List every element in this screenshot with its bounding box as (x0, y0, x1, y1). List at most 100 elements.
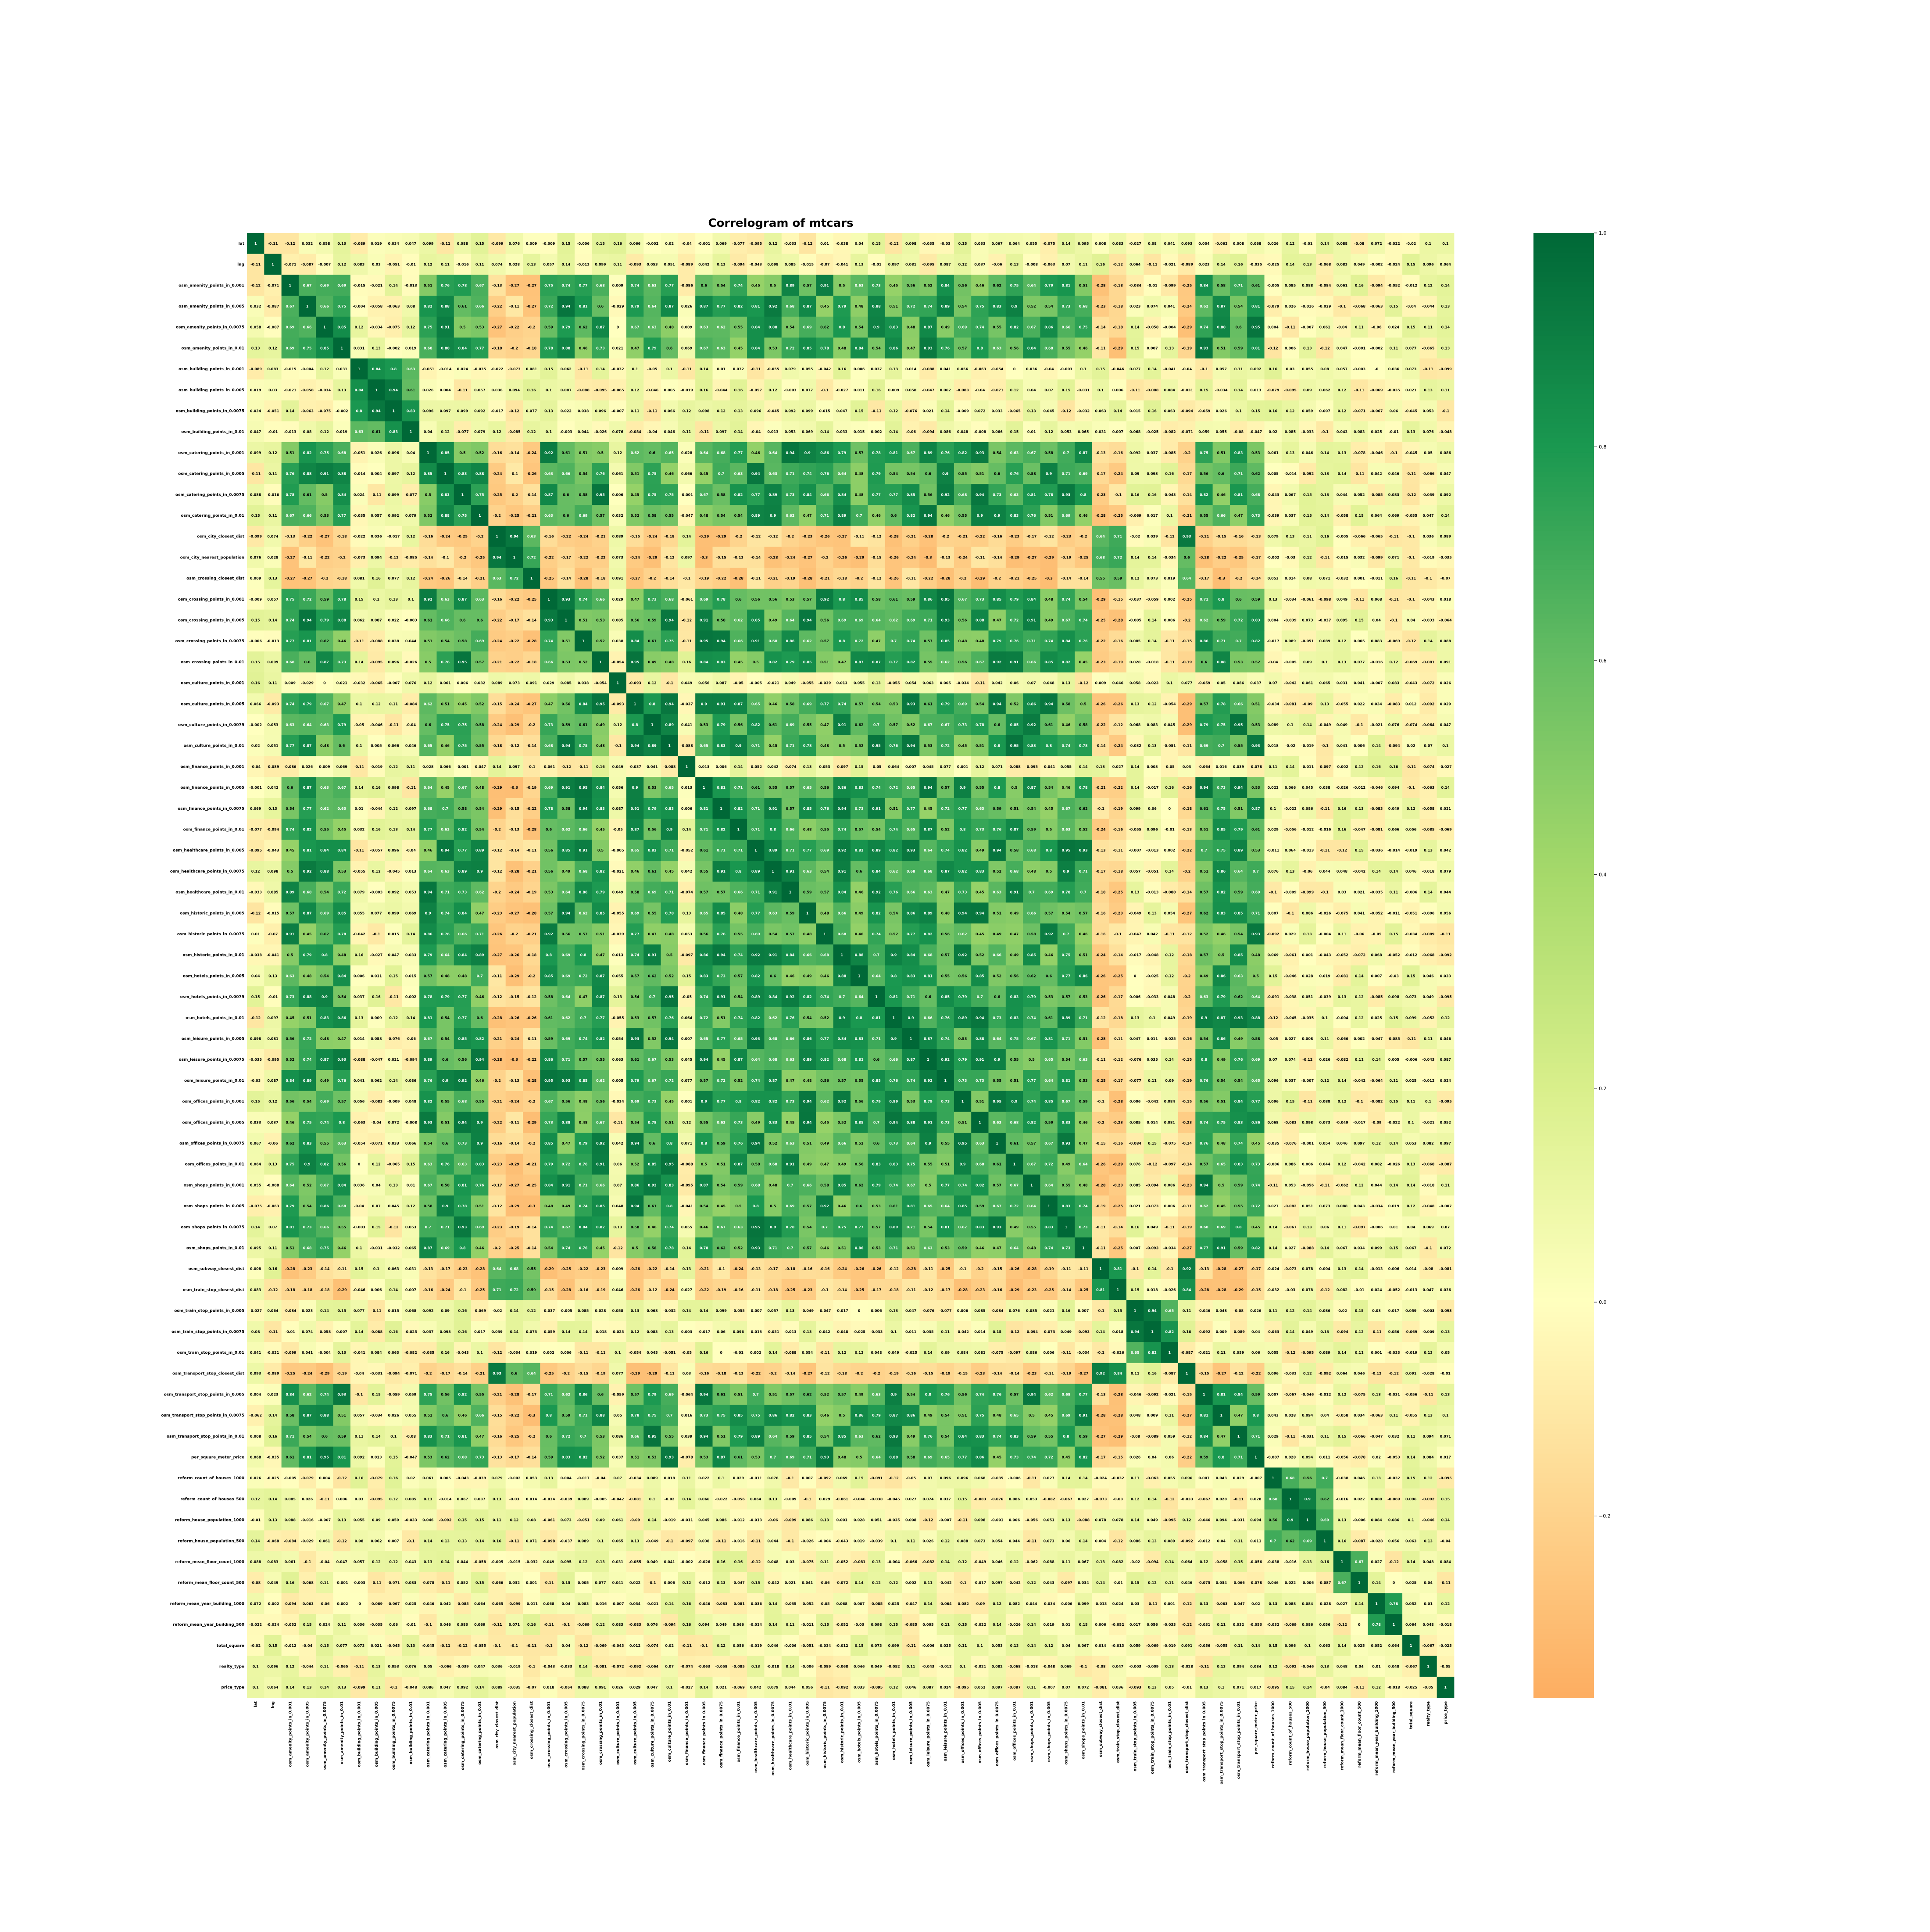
heatmap-cell (1385, 254, 1403, 275)
heatmap-cell (488, 316, 506, 338)
cell-annotation: 0.057 (543, 263, 554, 267)
heatmap-cell (1333, 275, 1351, 296)
heatmap-cell (1195, 233, 1213, 254)
heatmap-cell (1368, 254, 1386, 275)
heatmap-cell (316, 316, 333, 338)
heatmap-cell (592, 275, 609, 296)
heatmap-cell (1092, 275, 1110, 296)
cell-annotation: 1 (254, 242, 257, 246)
heatmap-cell (885, 254, 903, 275)
heatmap-cell (712, 275, 730, 296)
heatmap-cell (454, 316, 472, 338)
heatmap-cell (1419, 275, 1437, 296)
heatmap-cell (764, 296, 782, 317)
heatmap-cell (471, 233, 489, 254)
cell-annotation: -0.077 (732, 242, 745, 246)
heatmap-cell (1281, 233, 1299, 254)
heatmap-cell (540, 254, 558, 275)
heatmap-cell (1385, 275, 1403, 296)
heatmap-cell (1247, 233, 1265, 254)
cell-annotation: -0.006 (577, 242, 590, 246)
heatmap-cell (1178, 233, 1196, 254)
heatmap-cell (1264, 275, 1282, 296)
heatmap-cell (419, 254, 437, 275)
heatmap-cell (419, 233, 437, 254)
cell-annotation: 0.053 (647, 263, 658, 267)
cell-annotation: 0.083 (1112, 242, 1123, 246)
heatmap-cell (1299, 233, 1316, 254)
heatmap-cell (402, 233, 420, 254)
heatmap-cell (592, 233, 609, 254)
heatmap-cell (678, 233, 696, 254)
cell-annotation: -0.01 (406, 263, 416, 267)
heatmap-cell (1040, 275, 1058, 296)
heatmap-cell (1144, 296, 1162, 317)
heatmap-cell (574, 275, 592, 296)
heatmap-cell (350, 233, 368, 254)
cell-annotation: 0.099 (595, 263, 606, 267)
heatmap-cell (1075, 296, 1092, 317)
cell-annotation: 0.074 (491, 263, 503, 267)
heatmap-cell (540, 233, 558, 254)
heatmap-cell (833, 275, 851, 296)
heatmap-cell (919, 254, 937, 275)
cell-annotation: 0.098 (905, 242, 917, 246)
heatmap-cell (988, 233, 1006, 254)
heatmap-cell (781, 275, 799, 296)
cell-annotation: -0.022 (1387, 242, 1400, 246)
heatmap-cell (540, 316, 558, 338)
cell-annotation: 0.11 (475, 263, 484, 267)
cell-annotation: 0.026 (1268, 242, 1279, 246)
heatmap-cell (1040, 296, 1058, 317)
heatmap-cell (868, 296, 886, 317)
cell-annotation: 0.12 (424, 263, 432, 267)
heatmap-cell (954, 233, 972, 254)
heatmap-cell (1229, 254, 1247, 275)
cell-annotation: -0.071 (284, 263, 297, 267)
heatmap-cell (247, 316, 264, 338)
heatmap-cell (281, 296, 299, 317)
cell-annotation: -0.013 (577, 263, 590, 267)
heatmap-cell (1212, 233, 1230, 254)
heatmap-cell (350, 275, 368, 296)
heatmap-cell (1057, 275, 1075, 296)
cell-annotation: -0.02 (1406, 242, 1416, 246)
heatmap-cell (816, 296, 834, 317)
heatmap-cell (350, 254, 368, 275)
heatmap-cell (609, 316, 627, 338)
heatmap-cell (419, 316, 437, 338)
heatmap-cell (436, 275, 454, 296)
heatmap-cell (833, 233, 851, 254)
heatmap-cell (523, 254, 540, 275)
heatmap-cell (954, 254, 972, 275)
cell-annotation: 0.11 (613, 263, 622, 267)
heatmap-cell (1144, 275, 1162, 296)
heatmap-cell (1092, 296, 1110, 317)
heatmap-cell (764, 254, 782, 275)
cell-annotation: -0.11 (268, 242, 278, 246)
heatmap-cell (1057, 254, 1075, 275)
heatmap-cell (851, 296, 868, 317)
heatmap-cell (368, 275, 385, 296)
heatmap-cell (643, 316, 661, 338)
heatmap-cell (471, 275, 489, 296)
heatmap-cell (523, 233, 540, 254)
heatmap-cell (1281, 275, 1299, 296)
heatmap-cell (1368, 275, 1386, 296)
cell-annotation: 0.009 (526, 242, 537, 246)
heatmap-cell (1023, 254, 1040, 275)
cell-annotation: 0.15 (872, 242, 881, 246)
heatmap-cell (1316, 233, 1334, 254)
cell-annotation: 0.033 (974, 242, 985, 246)
heatmap-cell (988, 296, 1006, 317)
heatmap-cell (919, 275, 937, 296)
heatmap-cell (333, 296, 351, 317)
heatmap-cell (298, 316, 316, 338)
cell-annotation: 0.028 (509, 263, 520, 267)
heatmap-cell (1351, 233, 1368, 254)
heatmap-cell (678, 254, 696, 275)
heatmap-cell (505, 275, 523, 296)
cell-annotation: -0.093 (629, 263, 641, 267)
heatmap-cell (643, 233, 661, 254)
heatmap-cell (264, 254, 282, 275)
